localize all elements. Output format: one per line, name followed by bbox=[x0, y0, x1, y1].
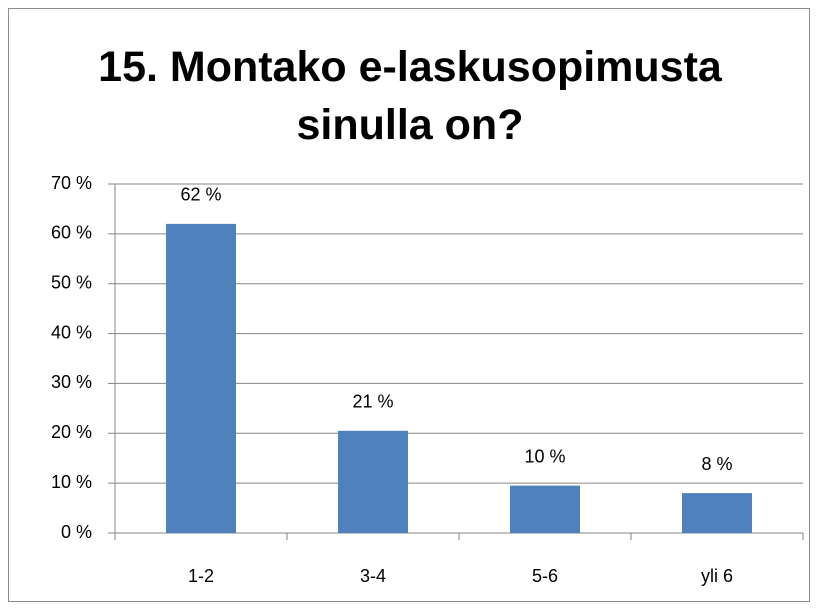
x-tick-label: 5-6 bbox=[532, 566, 558, 586]
y-tick-label: 20 % bbox=[51, 422, 92, 442]
data-label: 21 % bbox=[352, 392, 393, 412]
data-label: 62 % bbox=[180, 185, 221, 205]
y-tick-label: 70 % bbox=[51, 173, 92, 193]
data-label: 8 % bbox=[701, 454, 732, 474]
chart-title: 15. Montako e-laskusopimusta sinulla on? bbox=[98, 43, 722, 149]
data-label: 10 % bbox=[524, 446, 565, 466]
bar bbox=[682, 493, 752, 533]
y-tick-label: 10 % bbox=[51, 472, 92, 492]
x-tick-label: yli 6 bbox=[701, 566, 733, 586]
y-tick-label: 60 % bbox=[51, 223, 92, 243]
x-tick-label: 1-2 bbox=[188, 566, 214, 586]
bar bbox=[510, 485, 580, 533]
chart-frame bbox=[8, 8, 810, 602]
y-tick-label: 40 % bbox=[51, 322, 92, 342]
y-tick-label: 30 % bbox=[51, 372, 92, 392]
y-tick-label: 50 % bbox=[51, 272, 92, 292]
y-tick-label: 0 % bbox=[61, 522, 92, 542]
bar bbox=[338, 430, 408, 533]
x-tick-label: 3-4 bbox=[360, 566, 386, 586]
bar bbox=[166, 223, 236, 533]
